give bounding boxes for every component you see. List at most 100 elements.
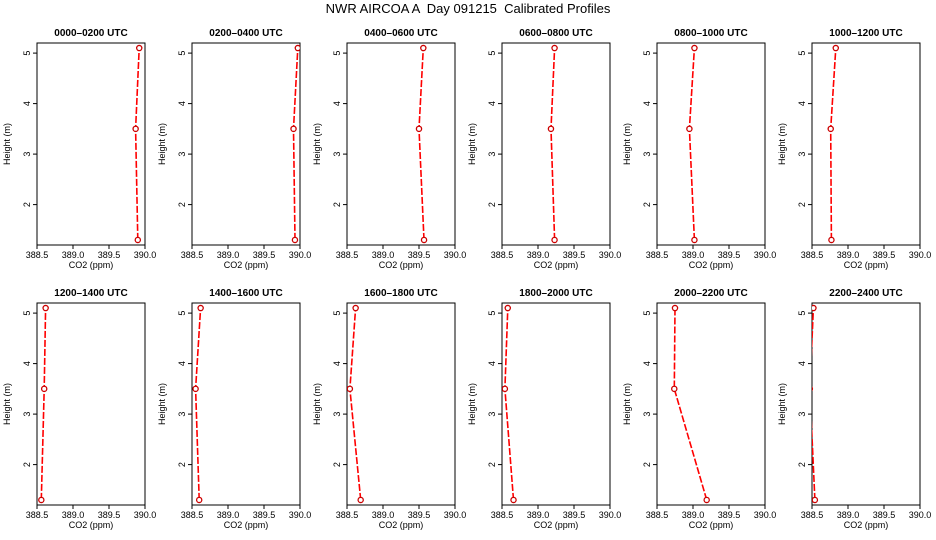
y-tick-label: 5 — [642, 51, 652, 56]
plot-frame — [656, 42, 766, 246]
data-point — [134, 236, 142, 244]
data-point — [135, 44, 143, 52]
x-axis-label: CO2 (ppm) — [689, 520, 734, 530]
x-tick-label: 389.5 — [408, 510, 431, 520]
y-tick-label: 5 — [487, 311, 497, 316]
y-tick-label: 2 — [22, 202, 32, 207]
y-tick-label: 4 — [642, 361, 652, 366]
profile-line — [292, 48, 299, 240]
y-tick-label: 3 — [642, 152, 652, 157]
plot-frame — [501, 42, 611, 246]
data-point — [195, 496, 203, 504]
x-tick-label: 389.0 — [527, 250, 550, 260]
x-tick-label: 389.0 — [217, 250, 240, 260]
data-point — [192, 385, 199, 393]
y-tick-label: 5 — [177, 51, 187, 56]
data-point — [132, 125, 139, 133]
data-point — [504, 304, 512, 312]
profile-series — [686, 44, 698, 244]
profile-line — [550, 48, 556, 240]
y-tick-label: 4 — [22, 101, 32, 106]
figure-title: NWR AIRCOA A Day 091215 Calibrated Profi… — [325, 1, 611, 16]
x-tick-label: 389.5 — [563, 250, 586, 260]
data-point — [347, 385, 354, 393]
profile-line — [349, 308, 362, 500]
x-tick-label: 390.0 — [444, 250, 467, 260]
panel-title: 0000–0200 UTC — [54, 28, 127, 39]
y-axis-label: Height (m) — [622, 383, 632, 425]
y-axis-label: Height (m) — [622, 123, 632, 165]
x-axis-label: CO2 (ppm) — [69, 260, 114, 270]
plot-frame — [346, 42, 456, 246]
plot-frame — [501, 302, 611, 506]
data-point — [832, 44, 840, 52]
profile-series — [502, 304, 517, 504]
y-tick-label: 4 — [332, 101, 342, 106]
x-axis-label: CO2 (ppm) — [224, 520, 269, 530]
data-point — [691, 236, 698, 244]
chart-panel-12: 2200–2400 UTC 388.5 389.0 389.5 390.0 CO2 (pp… — [777, 288, 931, 530]
plot-frame — [191, 302, 301, 506]
data-point — [42, 304, 49, 312]
x-axis-label: CO2 (ppm) — [689, 260, 734, 270]
data-point — [502, 385, 509, 393]
chart-panel-6: 1000–1200 UTC 388.5 389.0 389.5 390.0 CO2 (pp… — [777, 28, 931, 270]
y-tick-label: 3 — [797, 412, 807, 417]
x-tick-label: 389.5 — [718, 250, 741, 260]
profile-line — [418, 48, 425, 240]
data-point — [291, 236, 299, 244]
y-tick-label: 5 — [797, 311, 807, 316]
y-axis-label: Height (m) — [467, 383, 477, 425]
x-axis-label: CO2 (ppm) — [224, 260, 269, 270]
x-tick-label: 389.0 — [682, 510, 705, 520]
profile-series — [671, 304, 710, 504]
y-axis-label: Height (m) — [2, 383, 12, 425]
x-tick-label: 388.5 — [336, 510, 359, 520]
x-tick-label: 389.0 — [217, 510, 240, 520]
data-point — [40, 385, 48, 393]
panel-title: 0800–1000 UTC — [674, 28, 747, 39]
profile-line — [194, 308, 202, 500]
panel-title: 1000–1200 UTC — [829, 28, 902, 39]
y-tick-label: 3 — [487, 412, 497, 417]
x-tick-label: 389.5 — [253, 250, 276, 260]
y-tick-label: 2 — [797, 202, 807, 207]
x-tick-label: 389.5 — [253, 510, 276, 520]
y-tick-label: 3 — [332, 412, 342, 417]
x-tick-label: 388.5 — [646, 250, 669, 260]
y-tick-label: 2 — [177, 462, 187, 467]
profile-line — [504, 308, 515, 500]
x-tick-label: 390.0 — [909, 250, 932, 260]
x-tick-label: 388.5 — [801, 250, 824, 260]
chart-panel-7: 1200–1400 UTC 388.5 389.0 389.5 390.0 CO2 (pp… — [2, 288, 156, 530]
x-tick-label: 388.5 — [181, 510, 204, 520]
chart-panel-1: 0000–0200 UTC 388.5 389.0 389.5 390.0 CO2 (pp… — [2, 28, 156, 270]
y-tick-label: 3 — [797, 152, 807, 157]
x-tick-label: 390.0 — [289, 250, 312, 260]
y-axis-label: Height (m) — [777, 123, 787, 165]
profile-series — [547, 44, 558, 244]
x-tick-label: 389.5 — [98, 510, 121, 520]
y-tick-label: 4 — [797, 361, 807, 366]
x-axis-label: CO2 (ppm) — [844, 260, 889, 270]
data-point — [671, 385, 678, 393]
x-axis-label: CO2 (ppm) — [379, 520, 424, 530]
data-point — [357, 496, 364, 504]
y-tick-label: 5 — [177, 311, 187, 316]
profile-series — [415, 44, 428, 244]
y-tick-label: 2 — [22, 462, 32, 467]
data-point — [812, 496, 819, 504]
x-tick-label: 390.0 — [599, 250, 622, 260]
panel-title: 0400–0600 UTC — [364, 28, 437, 39]
x-axis-label: CO2 (ppm) — [534, 520, 579, 530]
profile-series — [38, 304, 49, 504]
panel-title: 0200–0400 UTC — [209, 28, 282, 39]
data-point — [812, 386, 814, 392]
data-point — [547, 125, 555, 133]
x-axis-label: CO2 (ppm) — [844, 520, 889, 530]
x-tick-label: 389.0 — [62, 250, 85, 260]
panel-title: 2200–2400 UTC — [829, 288, 902, 299]
y-tick-label: 4 — [487, 101, 497, 106]
y-tick-label: 2 — [797, 462, 807, 467]
